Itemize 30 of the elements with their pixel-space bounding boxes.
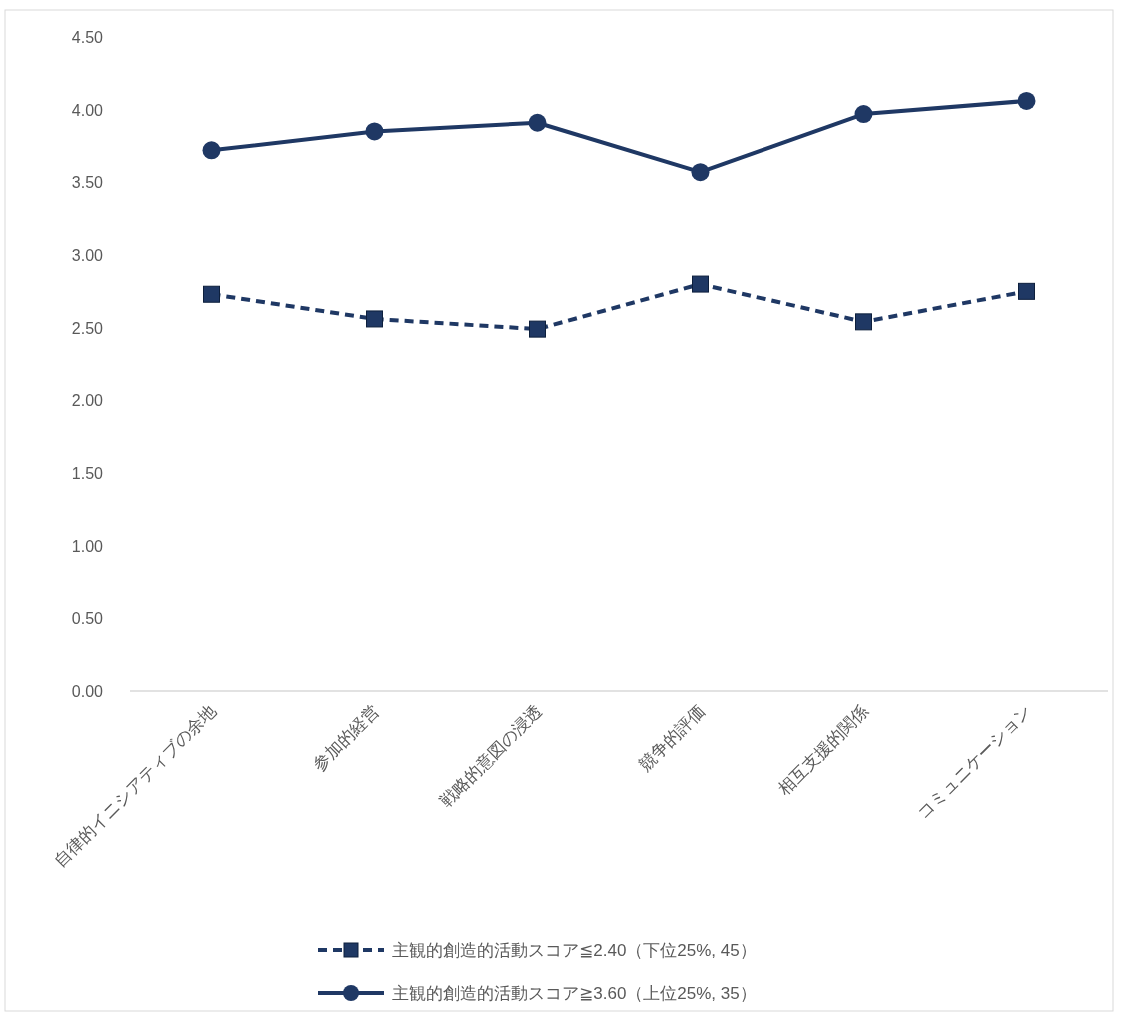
- point: [528, 113, 547, 132]
- point: [855, 313, 872, 331]
- legend-label: 主観的創造的活動スコア≦2.40（下位25%, 45）: [392, 941, 757, 960]
- point: [366, 310, 383, 328]
- point: [1017, 91, 1036, 110]
- y-tick-label: 0.50: [71, 610, 104, 628]
- y-tick-label: 0.00: [71, 683, 104, 700]
- point: [691, 163, 710, 182]
- y-tick-label: 2.50: [71, 319, 104, 337]
- y-tick-label: 1.50: [71, 465, 104, 482]
- y-tick-label: 4.00: [71, 101, 104, 119]
- y-tick-label: 1.00: [71, 537, 104, 555]
- point: [854, 105, 873, 124]
- point: [202, 141, 221, 160]
- point: [1018, 282, 1035, 300]
- point: [529, 320, 546, 338]
- point: [692, 275, 709, 293]
- x-tick-label: 相互支援的関係: [774, 701, 873, 799]
- y-tick-label: 3.50: [71, 174, 104, 192]
- x-tick-label: コミュニケーション: [913, 701, 1036, 824]
- x-tick-label: 自律的イニシアティブの余地: [50, 701, 221, 872]
- x-tick-label: 戦略的意図の浸透: [436, 701, 547, 811]
- x-tick-label: 参加的経営: [309, 701, 384, 775]
- point: [365, 122, 384, 141]
- y-tick-label: 3.00: [71, 247, 104, 264]
- y-tick-label: 4.50: [71, 29, 104, 46]
- x-tick-label: 競争的評価: [635, 701, 710, 775]
- point: [203, 285, 220, 303]
- legend-label: 主観的創造的活動スコア≧3.60（上位25%, 35）: [392, 984, 757, 1003]
- y-tick-label: 2.00: [71, 392, 104, 410]
